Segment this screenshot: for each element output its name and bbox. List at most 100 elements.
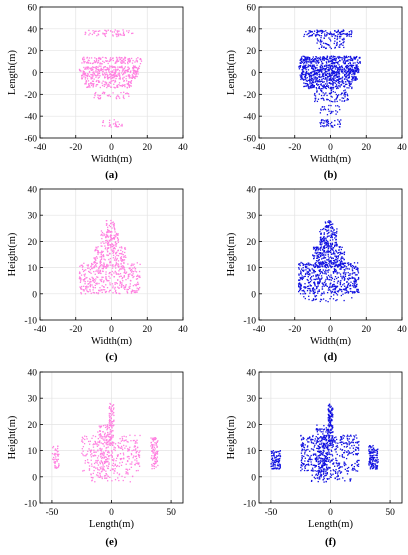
data-point (106, 240, 107, 241)
data-point (107, 95, 108, 96)
data-point (331, 445, 332, 446)
data-point (335, 471, 336, 472)
data-point (110, 226, 111, 227)
data-point (112, 465, 113, 466)
data-point (331, 258, 332, 259)
data-point (107, 78, 108, 79)
data-point (109, 94, 110, 95)
data-point (306, 34, 307, 35)
data-point (95, 85, 96, 86)
data-point (312, 435, 313, 436)
data-point (351, 32, 352, 33)
data-point (321, 33, 322, 34)
data-point (102, 438, 103, 439)
data-point (319, 280, 320, 281)
data-point (112, 265, 113, 266)
data-point (358, 69, 359, 70)
data-point (154, 444, 155, 445)
data-point (330, 444, 331, 445)
data-point (357, 66, 358, 67)
data-point (130, 440, 131, 441)
data-point (313, 264, 314, 265)
data-point (321, 88, 322, 89)
data-point (95, 68, 96, 69)
data-point (113, 409, 114, 410)
data-point (303, 296, 304, 297)
data-point (104, 456, 105, 457)
data-point (331, 234, 332, 235)
data-point (321, 438, 322, 439)
data-point (98, 80, 99, 81)
data-point (271, 463, 272, 464)
data-point (107, 227, 108, 228)
data-point (334, 255, 335, 256)
data-point (340, 276, 341, 277)
data-point (113, 407, 114, 408)
data-point (339, 126, 340, 127)
data-point (331, 48, 332, 49)
data-point (314, 440, 315, 441)
x-axis-label: Length(m) (89, 519, 134, 530)
data-point (302, 71, 303, 72)
data-point (306, 264, 307, 265)
data-point (339, 41, 340, 42)
data-point (137, 73, 138, 74)
data-point (318, 262, 319, 263)
data-point (103, 425, 104, 426)
data-point (328, 245, 329, 246)
data-point (326, 242, 327, 243)
data-point (333, 263, 334, 264)
data-point (327, 83, 328, 84)
data-point (83, 279, 84, 280)
data-point (118, 61, 119, 62)
data-point (155, 438, 156, 439)
data-point (106, 436, 107, 437)
data-point (353, 69, 354, 70)
data-point (301, 453, 302, 454)
data-point (318, 60, 319, 61)
data-point (95, 278, 96, 279)
data-point (97, 446, 98, 447)
data-point (319, 437, 320, 438)
data-point (154, 452, 155, 453)
data-point (344, 269, 345, 270)
data-point (124, 269, 125, 270)
data-point (310, 291, 311, 292)
data-point (93, 83, 94, 84)
data-point (89, 444, 90, 445)
data-point (86, 81, 87, 82)
data-point (344, 68, 345, 69)
y-tick-label: -60 (243, 135, 256, 145)
data-point (308, 264, 309, 265)
data-point (94, 97, 95, 98)
data-point (338, 264, 339, 265)
data-point (348, 272, 349, 273)
data-point (328, 450, 329, 451)
data-point (348, 441, 349, 442)
data-point (326, 75, 327, 76)
data-point (325, 77, 326, 78)
data-point (92, 477, 93, 478)
data-point (113, 87, 114, 88)
data-point (339, 467, 340, 468)
data-point (113, 123, 114, 124)
data-point (327, 292, 328, 293)
data-point (334, 99, 335, 100)
data-point (125, 63, 126, 64)
data-point (336, 98, 337, 99)
scatter-points (270, 404, 378, 483)
data-point (85, 34, 86, 35)
data-point (103, 243, 104, 244)
data-point (337, 286, 338, 287)
data-point (98, 444, 99, 445)
data-point (89, 57, 90, 58)
data-point (328, 229, 329, 230)
data-point (342, 81, 343, 82)
data-point (307, 290, 308, 291)
data-point (125, 473, 126, 474)
data-point (335, 286, 336, 287)
data-point (324, 273, 325, 274)
data-point (302, 293, 303, 294)
data-point (86, 277, 87, 278)
data-point (323, 100, 324, 101)
